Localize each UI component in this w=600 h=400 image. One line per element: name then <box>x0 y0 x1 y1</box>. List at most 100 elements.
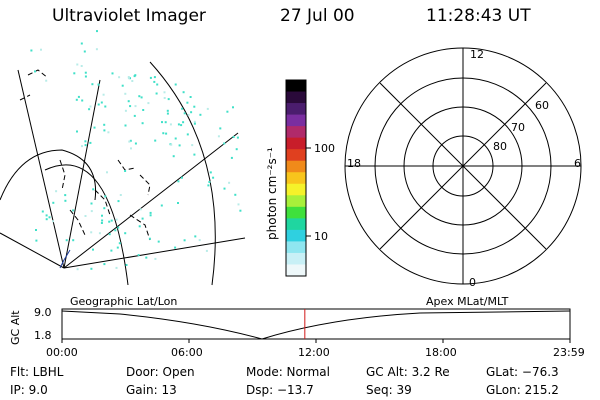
colorbar-band <box>286 241 306 254</box>
aurora-pixel <box>234 193 237 196</box>
aurora-pixel <box>35 229 37 231</box>
aurora-pixel <box>141 122 144 125</box>
aurora-pixel <box>104 105 107 108</box>
aurora-pixel <box>138 225 141 228</box>
aurora-pixel <box>118 76 121 79</box>
colorbar-band <box>286 183 306 196</box>
aurora-pixel <box>110 219 113 222</box>
aurora-pixel <box>232 136 235 138</box>
aurora-pixel <box>45 214 48 217</box>
status-ip: IP: 9.0 <box>10 383 48 397</box>
aurora-pixel <box>178 144 181 147</box>
colorbar <box>286 80 306 277</box>
aurora-pixel <box>73 72 76 75</box>
aurora-pixel <box>75 98 78 101</box>
aurora-pixel <box>124 170 127 172</box>
aurora-pixel <box>193 122 196 125</box>
coastline <box>19 69 151 241</box>
lat-circle-outer <box>149 61 216 286</box>
aurora-pixel <box>236 136 239 139</box>
colorbar-band <box>286 252 306 265</box>
aurora-pixel <box>172 155 175 158</box>
meridian-1 <box>63 79 101 269</box>
aurora-pixel <box>174 137 177 140</box>
aurora-pixel <box>84 215 87 217</box>
aurora-pixel <box>124 232 127 235</box>
meridian-3 <box>63 237 246 269</box>
aurora-pixel <box>199 113 202 116</box>
aurora-pixel <box>138 95 141 98</box>
status-dsp: Dsp: −13.7 <box>246 383 314 397</box>
colorbar-label-10: 10 <box>314 230 328 243</box>
mlt-label-6: 6 <box>574 157 581 170</box>
aurora-pixel <box>149 214 152 217</box>
aurora-pixel <box>180 176 183 179</box>
aurora-pixel <box>164 121 167 124</box>
aurora-pixel <box>90 267 93 270</box>
aurora-pixel <box>124 124 127 127</box>
lat-circle-mid <box>44 164 129 286</box>
aurora-pixel <box>118 242 121 245</box>
aurora-emission <box>30 30 242 271</box>
alt-max-label: 9.0 <box>34 306 52 319</box>
aurora-pixel <box>148 237 151 240</box>
aurora-pixel <box>183 112 186 115</box>
aurora-pixel <box>92 188 95 191</box>
aurora-pixel <box>147 102 150 105</box>
colorbar-band <box>286 149 306 162</box>
aurora-pixel <box>154 139 157 142</box>
aurora-pixel <box>98 232 101 235</box>
aurora-pixel <box>153 76 156 79</box>
status-glat: GLat: −76.3 <box>486 365 559 379</box>
aurora-pixel <box>186 133 189 136</box>
aurora-pixel <box>177 123 180 126</box>
aurora-pixel <box>174 83 177 86</box>
aurora-pixel <box>230 156 233 159</box>
aurora-pixel <box>90 231 93 234</box>
aurora-pixel <box>129 105 132 108</box>
aurora-pixel <box>34 70 36 73</box>
aurora-pixel <box>88 108 91 111</box>
aurora-pixel <box>97 103 100 106</box>
aurora-pixel <box>226 110 229 113</box>
colorbar-band <box>286 206 306 219</box>
aurora-pixel <box>103 123 106 126</box>
time-tick-2359: 23:59 <box>553 346 585 359</box>
aurora-pixel <box>154 257 157 260</box>
colorbar-band <box>286 160 306 173</box>
aurora-pixel <box>116 246 119 249</box>
aurora-pixel <box>77 95 80 98</box>
aurora-pixel <box>110 249 113 252</box>
aurora-pixel <box>111 72 114 75</box>
aurora-pixel <box>117 200 120 203</box>
coastline-blue <box>59 249 71 269</box>
aurora-pixel <box>41 210 44 213</box>
time-label: 11:28:43 UT <box>426 6 531 26</box>
aurora-pixel <box>160 204 163 207</box>
aurora-pixel <box>180 124 183 127</box>
aurora-pixel <box>193 120 196 123</box>
aurora-pixel <box>72 209 75 212</box>
aurora-pixel <box>145 256 148 259</box>
aurora-pixel <box>153 80 156 83</box>
status-door: Door: Open <box>126 365 195 379</box>
aurora-pixel <box>114 229 117 232</box>
aurora-pixel <box>89 105 92 108</box>
aurora-pixel <box>115 266 118 269</box>
aurora-pixel <box>162 132 165 135</box>
aurora-pixel <box>81 145 83 148</box>
aurora-pixel <box>45 218 48 221</box>
status-glon: GLon: 215.2 <box>486 383 559 397</box>
aurora-pixel <box>107 131 110 134</box>
aurora-pixel <box>166 112 169 115</box>
timeline-frame <box>61 308 571 340</box>
aurora-pixel <box>208 181 211 183</box>
colorbar-band <box>286 80 306 93</box>
orbit-timeline <box>61 308 571 343</box>
aurora-pixel <box>119 194 122 196</box>
aurora-pixel <box>189 96 192 98</box>
aurora-pixel <box>133 114 136 117</box>
aurora-pixel <box>100 101 103 104</box>
aurora-pixel <box>80 42 83 45</box>
